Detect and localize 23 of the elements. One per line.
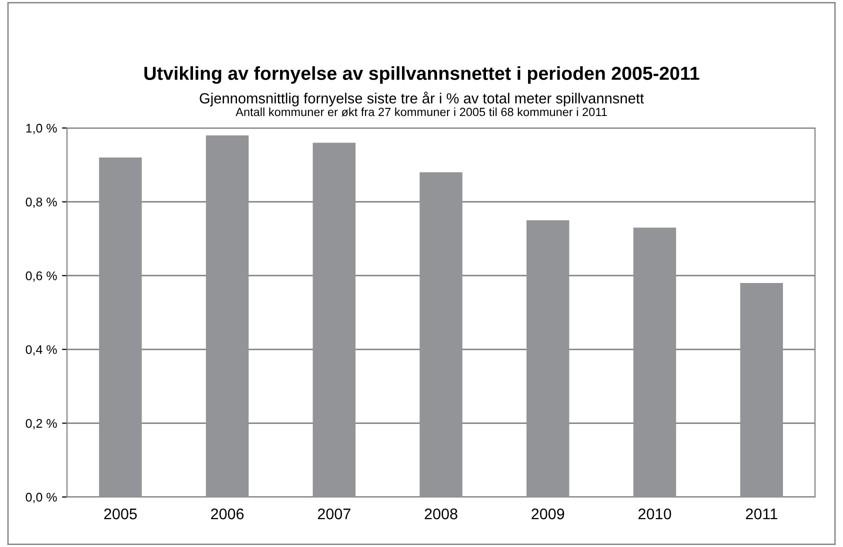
bar (99, 158, 142, 497)
x-tick-label: 2008 (424, 508, 458, 520)
chart-subtitle: Gjennomsnittlig fornyelse siste tre år i % av total meter spillvannsnett (200, 92, 644, 106)
y-tick-label: 0,8 % (26, 198, 57, 208)
y-tick-label: 0,4 % (26, 345, 57, 356)
x-tick-label: 2010 (638, 508, 672, 520)
bar (526, 220, 570, 497)
y-tick-label: 1,0 % (26, 124, 57, 134)
bar (633, 228, 676, 497)
bar (312, 142, 356, 497)
bar (740, 282, 783, 497)
y-tick-label: 0,6 % (26, 271, 57, 282)
x-tick-label: 2011 (746, 508, 778, 520)
text: Antall kommuner er økt fra 27 kommuner i 2005 til 68 kommuner i 2011 (236, 108, 607, 116)
bar (420, 172, 462, 497)
y-tick-label: 0,0 % (26, 492, 57, 504)
x-tick-label: 2007 (318, 508, 350, 520)
y-tick-label: 0,2 % (26, 419, 57, 430)
x-tick-label: 2006 (211, 508, 244, 520)
x-tick-label: 2009 (532, 508, 564, 520)
chart-title: Utvikling av fornyelse av spillvannsnettet i perioden 2005-2011 (144, 66, 700, 84)
bar (206, 135, 249, 497)
x-tick-label: 2005 (104, 508, 137, 520)
